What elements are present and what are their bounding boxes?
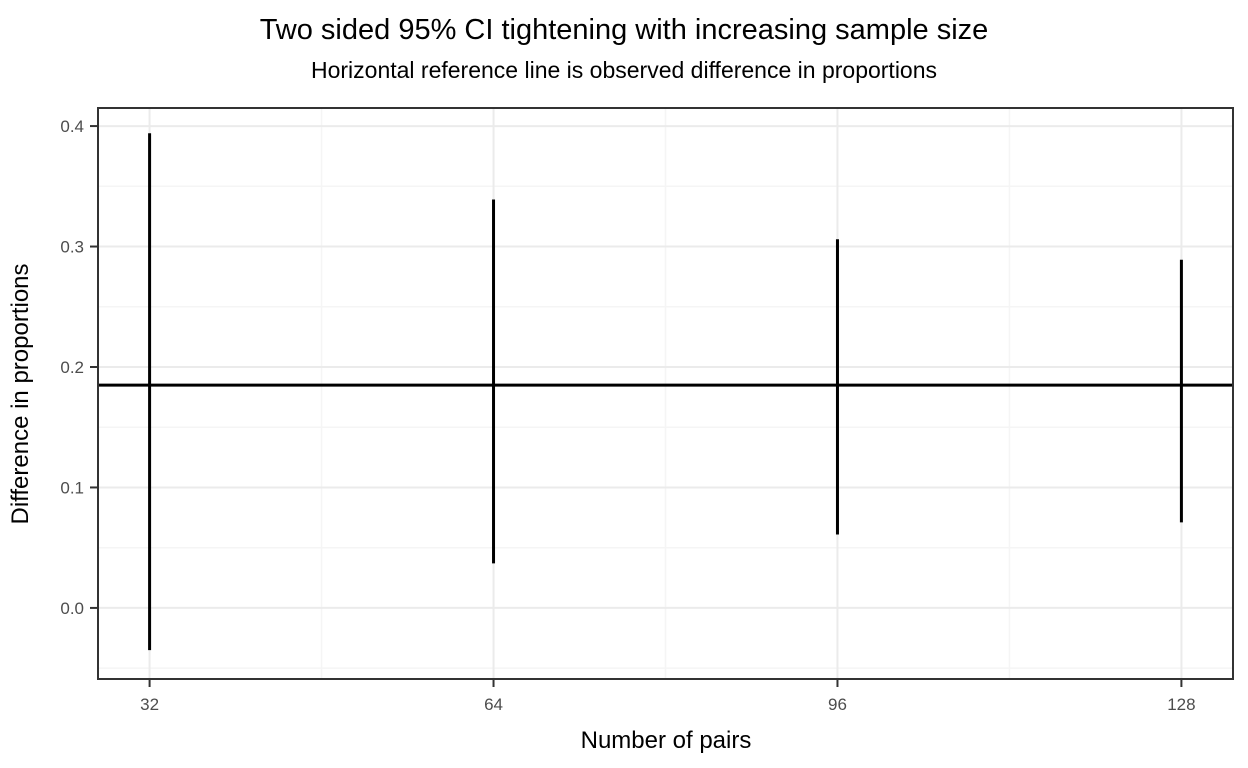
y-tick-label: 0.3 xyxy=(60,238,84,257)
x-tick-label: 32 xyxy=(140,695,159,714)
x-tick-label: 96 xyxy=(828,695,847,714)
y-axis-title: Difference in proportions xyxy=(7,263,34,524)
y-tick-label: 0.2 xyxy=(60,358,84,377)
panel-border xyxy=(97,107,1234,680)
y-tick-label: 0.0 xyxy=(60,599,84,618)
chart-subtitle: Horizontal reference line is observed di… xyxy=(310,57,938,83)
x-axis-title: Number of pairs xyxy=(581,727,752,754)
x-tick-label: 64 xyxy=(484,695,503,714)
y-tick-label: 0.4 xyxy=(60,117,84,136)
x-tick-label: 128 xyxy=(1167,695,1195,714)
y-tick-label: 0.1 xyxy=(60,478,84,497)
chart-title: Two sided 95% CI tightening with increas… xyxy=(259,14,989,46)
